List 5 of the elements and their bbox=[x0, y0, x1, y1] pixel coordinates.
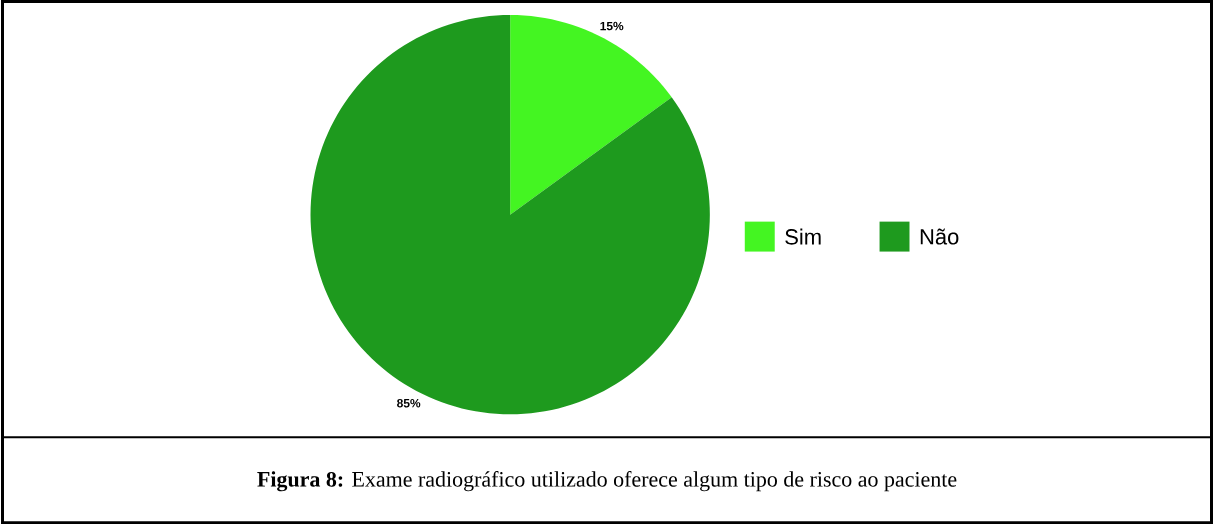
data-label: 15% bbox=[600, 21, 624, 31]
text: Figura 8: Exame radiográfico utilizado oferece algum tipo de risco ao paciente bbox=[257, 470, 957, 492]
legend-label: Sim bbox=[785, 228, 821, 245]
legend-label: Não bbox=[920, 228, 959, 245]
data-label: 85% bbox=[397, 398, 421, 408]
